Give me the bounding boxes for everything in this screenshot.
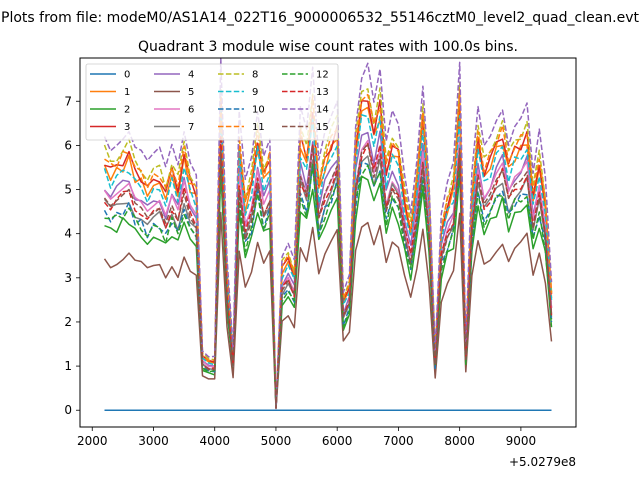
- legend-label-3: 3: [124, 122, 130, 133]
- y-tick-label: 4: [64, 227, 72, 241]
- x-tick-label: 9000: [506, 434, 537, 448]
- legend-label-12: 12: [316, 70, 329, 81]
- series-line-9: [103, 105, 553, 409]
- x-tick-label: 6000: [322, 434, 353, 448]
- legend-label-10: 10: [252, 105, 265, 116]
- y-axis: 0 1 2 3 4 5 6 7: [64, 94, 80, 417]
- legend-label-8: 8: [252, 70, 258, 81]
- series-line-12: [104, 163, 553, 409]
- x-tick-label: 4000: [199, 434, 230, 448]
- legend-label-9: 9: [252, 87, 258, 98]
- legend-label-7: 7: [188, 122, 194, 133]
- legend-label-11: 11: [252, 122, 265, 133]
- x-tick-label: 8000: [444, 434, 475, 448]
- x-tick-label: 2000: [77, 434, 108, 448]
- legend-box: [85, 63, 339, 141]
- y-tick-label: 1: [64, 359, 72, 373]
- x-tick-label: 5000: [261, 434, 292, 448]
- y-tick-label: 6: [64, 138, 72, 152]
- plot-frame: [79, 57, 577, 428]
- x-tick-label: 7000: [383, 434, 414, 448]
- y-tick-label: 3: [64, 271, 72, 285]
- series-line-2: [104, 167, 553, 409]
- x-axis: 2000 3000 4000 5000 6000 7000 8000 9000: [77, 427, 536, 448]
- legend-label-1: 1: [124, 87, 130, 98]
- legend-label-4: 4: [188, 70, 194, 81]
- series-line-5: [103, 211, 553, 410]
- legend-label-15: 15: [316, 122, 329, 133]
- chart-title: Quadrant 3 module wise count rates with …: [138, 39, 518, 55]
- legend-label-0: 0: [124, 70, 130, 81]
- y-tick-label: 7: [64, 94, 72, 108]
- y-tick-label: 2: [64, 315, 72, 329]
- y-tick-label: 5: [64, 183, 72, 197]
- x-tick-label: 3000: [138, 434, 169, 448]
- legend-label-5: 5: [188, 87, 194, 98]
- figure-suptitle: Plots from file: modeM0/AS1A14_022T16_90…: [1, 10, 639, 26]
- legend-label-6: 6: [188, 105, 194, 116]
- legend-label-14: 14: [316, 105, 329, 116]
- series-line-14: [103, 58, 553, 408]
- legend-label-2: 2: [124, 105, 130, 116]
- y-tick-label: 0: [64, 403, 72, 417]
- x-axis-offset-label: +5.0279e8: [509, 455, 576, 469]
- series-line-11: [104, 89, 553, 409]
- legend-label-13: 13: [316, 87, 329, 98]
- series-line-15: [103, 142, 553, 409]
